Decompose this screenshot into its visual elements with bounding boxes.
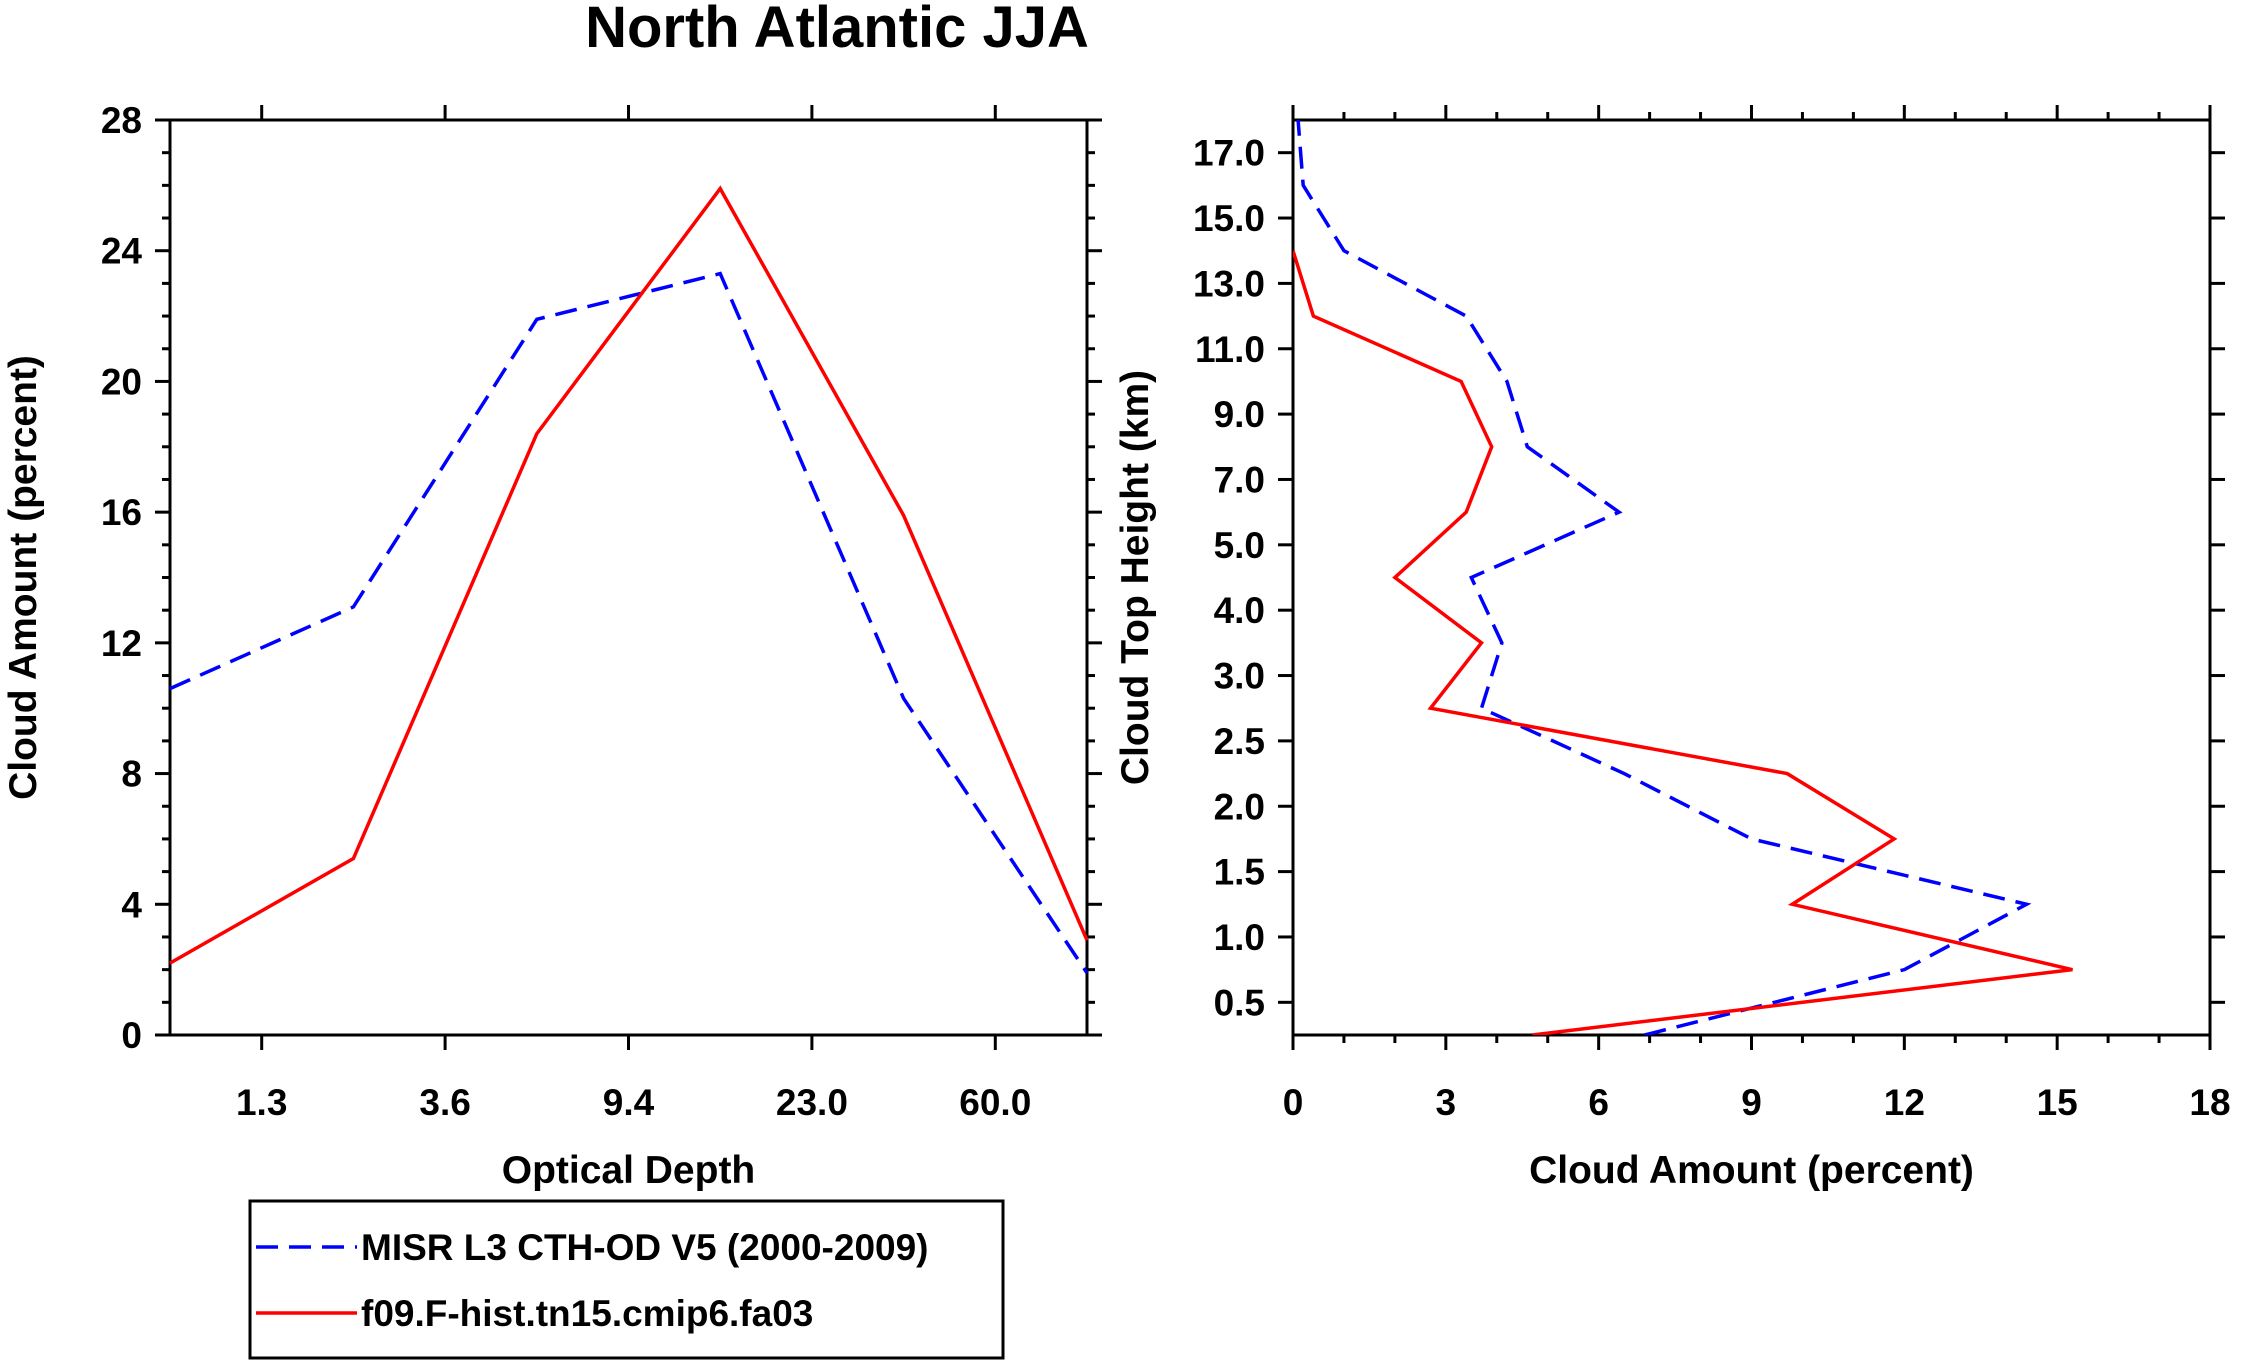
legend-box bbox=[248, 1199, 1005, 1360]
right-ytick-label: 2.0 bbox=[1214, 786, 1265, 827]
right-series-line-model bbox=[1293, 250, 2073, 1035]
right-xtick-label: 18 bbox=[2189, 1082, 2230, 1123]
right-ytick-label: 3.0 bbox=[1214, 656, 1265, 697]
right-ytick-label: 1.5 bbox=[1214, 852, 1265, 893]
left-x-axis-label: Optical Depth bbox=[502, 1149, 756, 1192]
right-ytick-label: 11.0 bbox=[1195, 329, 1265, 370]
right-ytick-label: 0.5 bbox=[1214, 982, 1265, 1023]
left-plot-frame bbox=[168, 118, 1089, 1037]
right-ytick-label: 7.0 bbox=[1214, 459, 1265, 500]
right-xtick-label: 3 bbox=[1436, 1082, 1457, 1123]
right-xtick-label: 15 bbox=[2037, 1082, 2078, 1123]
right-ytick-label: 13.0 bbox=[1193, 263, 1265, 304]
left-ytick-label: 20 bbox=[101, 361, 142, 402]
right-ytick-label: 9.0 bbox=[1214, 394, 1265, 435]
left-ytick-label: 4 bbox=[121, 884, 142, 925]
left-series-line-model bbox=[169, 185, 1089, 965]
left-y-axis-label: Cloud Amount (percent) bbox=[2, 355, 45, 800]
right-y-axis-label: Cloud Top Height (km) bbox=[1114, 370, 1157, 785]
right-xtick-label: 12 bbox=[1884, 1082, 1925, 1123]
legend-label-misr: MISR L3 CTH-OD V5 (2000-2009) bbox=[361, 1227, 929, 1268]
left-ytick-label: 24 bbox=[101, 231, 143, 272]
right-panel-cloud-top-height: 0 3 6 9 12 15 18 0.5 1.0 1.5 2.0 2.5 3.0 4.0 5.0 7.0 9.0… bbox=[1114, 105, 2231, 1192]
left-xtick-label: 3.6 bbox=[419, 1082, 470, 1123]
left-panel-optical-depth: 0 4 8 12 16 20 24 28 1.3 3.6 9.4 23.0 60.0 Optical De… bbox=[2, 100, 1102, 1192]
left-xtick-label: 60.0 bbox=[959, 1082, 1031, 1123]
left-xtick-label: 23.0 bbox=[776, 1082, 848, 1123]
right-ytick-label: 4.0 bbox=[1214, 590, 1265, 631]
left-ytick-label: 0 bbox=[121, 1015, 142, 1056]
left-ytick-label: 12 bbox=[101, 623, 142, 664]
left-ytick-label: 28 bbox=[101, 100, 142, 141]
right-ytick-label: 5.0 bbox=[1214, 525, 1265, 566]
right-xtick-label: 0 bbox=[1283, 1082, 1304, 1123]
left-series-line-misr bbox=[169, 271, 1089, 974]
right-ytick-label: 15.0 bbox=[1193, 198, 1265, 239]
right-x-axis-label: Cloud Amount (percent) bbox=[1529, 1149, 1974, 1192]
left-ytick-label: 16 bbox=[101, 492, 142, 533]
left-xtick-label: 1.3 bbox=[236, 1082, 287, 1123]
right-series-line-misr bbox=[1296, 120, 2032, 1035]
chart-title: North Atlantic JJA bbox=[585, 0, 1089, 60]
right-xtick-label: 9 bbox=[1741, 1082, 1762, 1123]
right-ytick-label: 2.5 bbox=[1214, 721, 1265, 762]
legend-label-model: f09.F-hist.tn15.cmip6.fa03 bbox=[361, 1293, 813, 1334]
right-plot-frame bbox=[1291, 118, 2212, 1037]
left-ytick-label: 8 bbox=[121, 754, 142, 795]
right-xtick-label: 6 bbox=[1588, 1082, 1609, 1123]
right-ytick-label: 1.0 bbox=[1214, 917, 1265, 958]
right-ytick-label: 17.0 bbox=[1193, 133, 1265, 174]
left-xtick-label: 9.4 bbox=[603, 1082, 655, 1123]
legend: MISR L3 CTH-OD V5 (2000-2009) f09.F-hist… bbox=[248, 1199, 1005, 1360]
